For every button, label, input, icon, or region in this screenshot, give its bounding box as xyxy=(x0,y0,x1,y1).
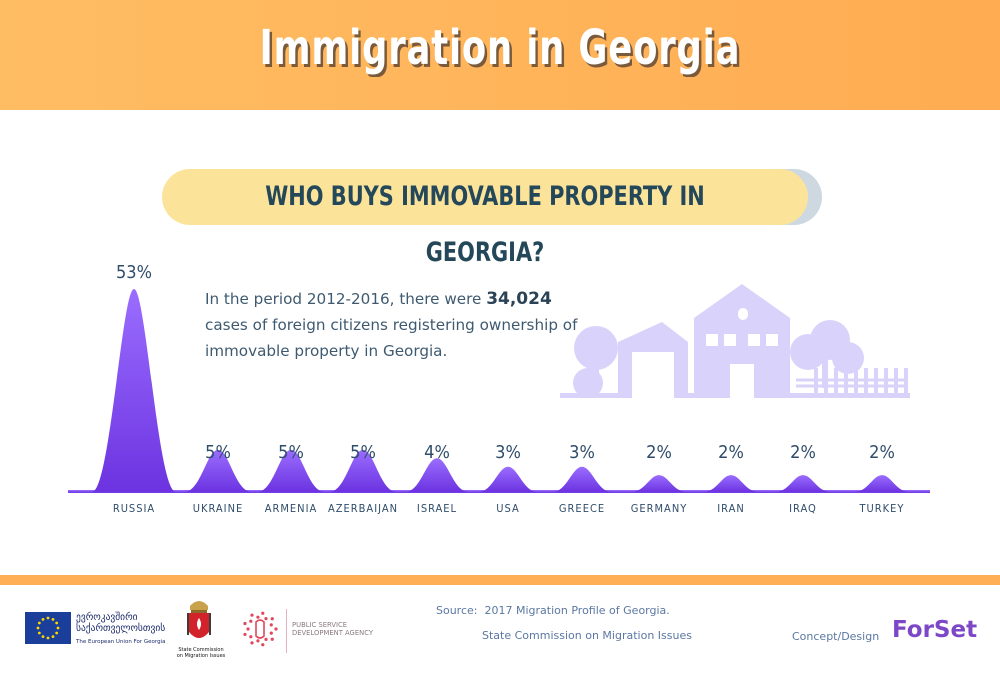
property-buyers-chart: 53% 5% 5% 5% 4% 3% 3% 2% 2% 2% 2% RUSSIA UKRAINE ARM… xyxy=(68,262,930,515)
area-peak-greece xyxy=(552,466,612,492)
value-label-greece: 3% xyxy=(569,442,595,463)
value-label-germany: 2% xyxy=(646,442,672,463)
value-label-usa: 3% xyxy=(495,442,521,463)
area-peak-ukraine xyxy=(184,449,252,492)
eu-text-line1: ევროკავშირი xyxy=(76,612,138,623)
area-peak-iraq xyxy=(775,475,831,492)
eu-text-georgian: ევროკავშირი საქართველოსთვის xyxy=(76,612,176,634)
description-highlight: 34,024 xyxy=(486,289,552,309)
value-label-russia: 53% xyxy=(116,262,152,283)
footer-divider xyxy=(0,575,1000,585)
category-label-armenia: ARMENIA xyxy=(265,502,318,515)
eu-text-english: The European Union For Georgia xyxy=(76,639,166,645)
area-peak-turkey xyxy=(854,475,910,492)
area-peak-russia xyxy=(92,289,176,492)
area-peak-azerbaijan xyxy=(329,449,397,492)
area-peak-israel xyxy=(405,458,469,492)
value-label-iran: 2% xyxy=(718,442,744,463)
category-label-israel: ISRAEL xyxy=(417,502,457,515)
category-label-usa: USA xyxy=(496,502,520,515)
houses-illustration-icon xyxy=(560,284,910,398)
description-before: In the period 2012-2016, there were xyxy=(205,290,487,308)
category-label-azerbaijan: AZERBAIJAN xyxy=(328,502,398,515)
value-label-iraq: 2% xyxy=(790,442,816,463)
source-text: Source: 2017 Migration Profile of Georgi… xyxy=(436,604,670,617)
category-label-greece: GREECE xyxy=(559,502,605,515)
category-label-germany: GERMANY xyxy=(631,502,688,515)
source-label: Source: xyxy=(436,604,478,617)
description-text: In the period 2012-2016, there were 34,0… xyxy=(205,286,585,364)
area-peak-germany xyxy=(631,475,687,492)
eu-flag-icon xyxy=(25,612,71,644)
psda-line2: DEVELOPMENT AGENCY xyxy=(292,629,373,637)
chart-subtitle: WHO BUYS IMMOVABLE PROPERTY IN GEORGIA? xyxy=(265,181,705,268)
header-banner: Immigration in Georgia xyxy=(0,0,1000,110)
commission-line1: State Commission xyxy=(178,647,224,653)
value-label-israel: 4% xyxy=(424,442,450,463)
category-label-turkey: TURKEY xyxy=(859,502,905,515)
category-label-russia: RUSSIA xyxy=(113,502,155,515)
eu-text-line2: საქართველოსთვის xyxy=(76,623,166,634)
psda-logo-text: PUBLIC SERVICE DEVELOPMENT AGENCY xyxy=(292,621,392,637)
area-peak-usa xyxy=(478,466,538,492)
forset-logo: ForSet xyxy=(892,617,978,643)
page-title: Immigration in Georgia xyxy=(259,20,741,76)
category-label-iraq: IRAQ xyxy=(789,502,817,515)
subtitle-pill xyxy=(162,169,808,225)
concept-design-label: Concept/Design xyxy=(792,630,880,643)
category-label-ukraine: UKRAINE xyxy=(193,502,244,515)
source-line1: 2017 Migration Profile of Georgia. xyxy=(484,604,670,617)
area-peak-armenia xyxy=(257,449,325,492)
psda-network-icon xyxy=(243,611,278,647)
area-peak-iran xyxy=(703,475,759,492)
psda-divider xyxy=(286,609,287,653)
value-label-azerbaijan: 5% xyxy=(350,442,376,463)
value-label-ukraine: 5% xyxy=(205,442,231,463)
category-label-iran: IRAN xyxy=(717,502,745,515)
coat-of-arms-icon xyxy=(187,601,211,638)
commission-logo-text: State Commission on Migration Issues xyxy=(176,647,226,659)
description-after: cases of foreign citizens registering ow… xyxy=(205,316,578,360)
psda-line1: PUBLIC SERVICE xyxy=(292,621,348,629)
source-line2: State Commission on Migration Issues xyxy=(482,629,692,642)
commission-line2: on Migration Issues xyxy=(176,653,226,659)
value-label-armenia: 5% xyxy=(278,442,304,463)
value-label-turkey: 2% xyxy=(869,442,895,463)
